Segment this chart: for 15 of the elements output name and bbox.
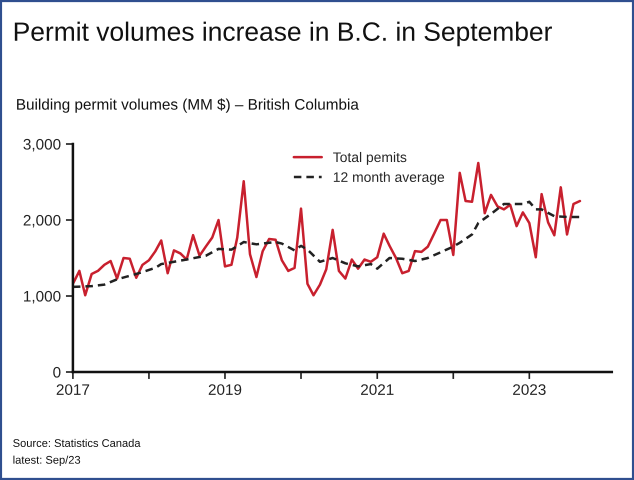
line-series [72,200,582,288]
x-tick-label: 2021 [361,384,394,396]
x-tick-label: 2017 [56,384,90,396]
source-note: Source: Statistics Canada [13,438,141,447]
y-tick-label: 0 [53,366,61,378]
y-tick-label: 3,000 [23,138,61,152]
legend-label: Total pemits [333,152,406,165]
x-tick-label: 2019 [208,384,242,396]
text: latest: Sep/23 [13,456,80,466]
y-tick-label: 2,000 [24,214,61,228]
y-tick-label: 1,000 [24,290,61,304]
chart-title: Permit volumes increase in B.C. in September [14,22,552,46]
legend-label: 12 month average [334,172,444,185]
x-tick-label: 2023 [513,384,546,396]
chart-subtitle: Building permit volumes (MM $) – British Columbia [17,98,359,113]
